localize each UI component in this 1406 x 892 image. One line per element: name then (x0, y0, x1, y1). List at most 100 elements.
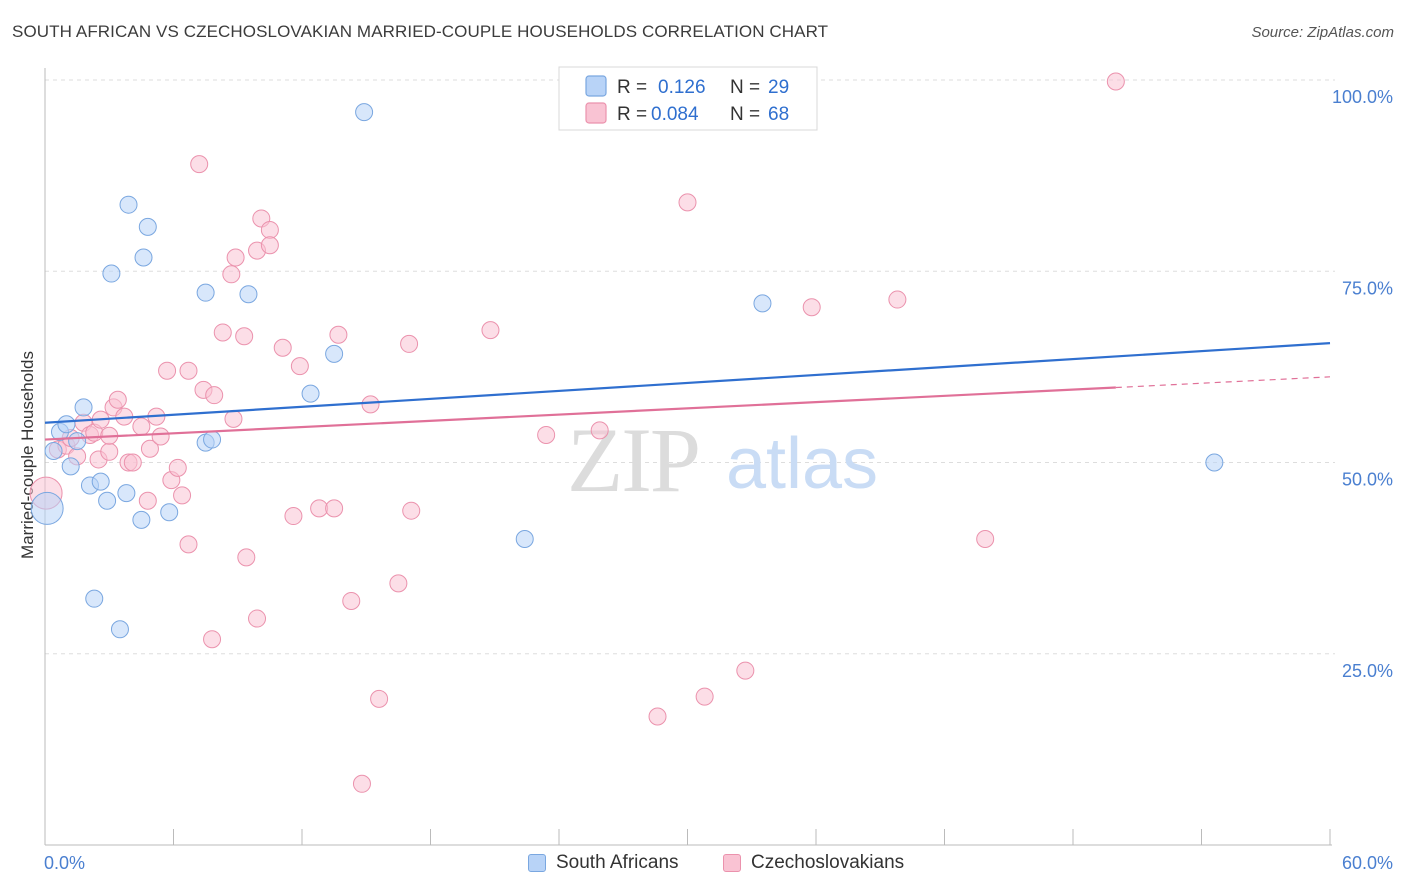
czechoslovakian-point (802, 298, 821, 317)
legend-r-label-1: R = (617, 77, 647, 98)
czechoslovakian-point (237, 548, 256, 567)
legend-n-label-2: N = (730, 104, 760, 125)
czechoslovakian-point (168, 458, 187, 477)
czechoslovakian-point (370, 689, 389, 708)
czechoslovakians-trend-line (44, 386, 1116, 441)
czechoslovakians-trend-extension (1115, 376, 1331, 389)
south-african-point (102, 264, 121, 283)
czechoslovakian-point (138, 491, 157, 510)
czechoslovakian-point (400, 334, 419, 353)
czechoslovakian-point (590, 421, 609, 440)
south-african-point (110, 620, 129, 639)
x-tick-label-max: 60.0% (1342, 853, 1393, 873)
czechoslovakian-point (481, 321, 500, 340)
south-african-point (138, 217, 157, 236)
south-african-point (325, 344, 344, 363)
czechoslovakian-point (325, 499, 344, 518)
south-african-point (74, 398, 93, 417)
y-tick-label: 25.0% (1342, 661, 1393, 681)
legend-n-value-1: 29 (768, 77, 789, 98)
y-tick-label: 100.0% (1332, 87, 1393, 107)
czechoslovakian-point (1106, 72, 1125, 91)
tick-labels: 25.0% 50.0% 75.0% 100.0% 0.0% 60.0% (44, 87, 1393, 873)
czechoslovakian-point (179, 535, 198, 554)
czechoslovakian-point (537, 425, 556, 444)
czechoslovakian-point (678, 193, 697, 212)
czechoslovakians-swatch (723, 854, 741, 872)
south-african-point (117, 484, 136, 503)
czechoslovakian-point (389, 574, 408, 593)
grid-lines (45, 79, 1335, 655)
legend-r-value-2: 0.084 (651, 104, 699, 125)
south-african-point (239, 285, 258, 304)
czechoslovakian-point (173, 486, 192, 505)
south-african-point (355, 103, 374, 122)
czechoslovakian-point (140, 439, 159, 458)
czechoslovakian-point (260, 236, 279, 255)
legend-swatch-czechoslovakians (585, 102, 607, 124)
czechoslovakian-point (100, 442, 119, 461)
bottom-legend-south-africans: South Africans (528, 852, 679, 874)
south-african-point (196, 283, 215, 302)
watermark-zip: ZIP (567, 409, 699, 511)
czechoslovakian-point (260, 220, 279, 239)
south-african-point (44, 442, 63, 461)
czechoslovakian-point (695, 687, 714, 706)
south-african-point (119, 195, 138, 214)
south-african-point (203, 430, 222, 449)
axes (44, 68, 1332, 846)
czechoslovakian-point (213, 323, 232, 342)
czechoslovakian-point (224, 409, 243, 428)
south-african-point (132, 510, 151, 529)
czechoslovakian-point (976, 530, 995, 548)
trend-lines (44, 342, 1331, 441)
x-tick-label-min: 0.0% (44, 853, 85, 873)
south-africans-swatch (528, 854, 546, 872)
czechoslovakian-point (226, 248, 245, 267)
top-legend: R = 0.126 N = 29 R = 0.084 N = 68 (558, 66, 818, 131)
bottom-legend: South Africans Czechoslovakians (0, 852, 1406, 878)
czechoslovakian-point (290, 357, 309, 376)
south-africans-trend-line (44, 342, 1331, 424)
czechoslovakian-point (203, 630, 222, 649)
czechoslovakian-point (329, 325, 348, 344)
czechoslovakian-point (123, 453, 142, 472)
czechoslovakian-point (235, 327, 254, 346)
czechoslovakian-point (108, 390, 127, 409)
czechoslovakian-point (190, 155, 209, 174)
czechoslovakian-point (284, 507, 303, 526)
y-tick-label: 50.0% (1342, 470, 1393, 490)
czechoslovakian-point (248, 609, 267, 628)
south-africans-label: South Africans (556, 852, 679, 873)
czechoslovakian-point (222, 265, 241, 284)
czechoslovakian-point (342, 591, 361, 610)
legend-r-label-2: R = (617, 104, 647, 125)
south-african-point (134, 248, 153, 267)
legend-n-label-1: N = (730, 77, 760, 98)
south-african-point (160, 503, 179, 522)
legend-swatch-south-africans (585, 75, 607, 97)
south-african-point (91, 472, 110, 491)
south-african-point (61, 457, 80, 476)
south-african-point (68, 432, 87, 451)
south-africans-points (30, 103, 1224, 639)
watermark: ZIP atlas (567, 409, 878, 511)
czechoslovakian-point (151, 427, 170, 446)
watermark-atlas: atlas (726, 424, 878, 504)
czechoslovakian-point (352, 774, 371, 793)
czechoslovakian-point (736, 661, 755, 680)
south-african-point (301, 384, 320, 403)
south-african-point (57, 415, 76, 434)
czechoslovakian-point (273, 338, 292, 357)
south-african-point (98, 491, 117, 510)
czechoslovakian-point (205, 386, 224, 405)
chart-title: SOUTH AFRICAN VS CZECHOSLOVAKIAN MARRIED… (12, 22, 829, 41)
czechoslovakian-point (179, 361, 198, 380)
south-african-point (753, 294, 772, 313)
bottom-legend-czechoslovakians: Czechoslovakians (723, 852, 904, 874)
czechoslovakian-point (158, 361, 177, 380)
south-african-point (515, 530, 534, 548)
legend-n-value-2: 68 (768, 104, 789, 125)
czechoslovakian-point (648, 707, 667, 726)
